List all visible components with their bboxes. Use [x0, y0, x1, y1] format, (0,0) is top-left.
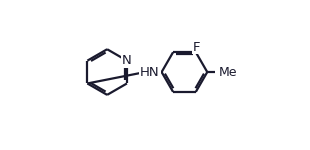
Text: F: F — [193, 41, 200, 54]
Text: Me: Me — [219, 66, 237, 79]
Text: N: N — [122, 54, 132, 67]
Text: HN: HN — [140, 66, 160, 79]
